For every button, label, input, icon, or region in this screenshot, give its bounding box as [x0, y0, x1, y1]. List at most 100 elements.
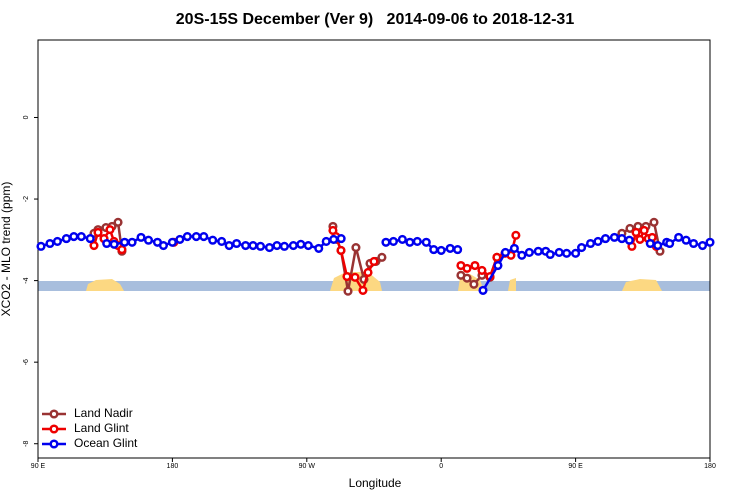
point	[303, 240, 313, 251]
y-tick-label: 0	[23, 115, 30, 119]
point	[143, 235, 154, 245]
point	[117, 245, 127, 255]
y-tick-label: -8	[23, 441, 30, 447]
point	[388, 236, 398, 247]
point	[158, 240, 168, 251]
point	[509, 243, 519, 253]
y-tick-label: -4	[23, 277, 30, 283]
point	[585, 238, 596, 249]
point	[105, 225, 115, 235]
point	[635, 234, 645, 244]
point	[517, 250, 527, 260]
point	[617, 234, 627, 244]
x-tick-label: 180	[704, 463, 716, 470]
legend-label: Ocean Glint	[74, 436, 138, 450]
point	[469, 279, 479, 289]
land-patch	[622, 279, 662, 291]
point	[397, 234, 407, 244]
point	[76, 232, 86, 242]
point	[545, 249, 555, 260]
land-patch	[508, 278, 516, 291]
point	[524, 247, 534, 258]
y-tick-label: -6	[23, 359, 30, 365]
point	[705, 237, 715, 247]
point	[314, 243, 324, 253]
point	[511, 230, 521, 240]
point	[296, 239, 306, 249]
point	[109, 239, 119, 249]
x-tick-label: 90 W	[299, 463, 316, 470]
point	[533, 246, 543, 256]
point	[412, 236, 422, 247]
point	[453, 245, 463, 255]
point	[52, 236, 62, 247]
point	[624, 235, 634, 245]
legend-swatch-marker	[49, 439, 59, 449]
point	[199, 232, 209, 242]
point	[493, 260, 503, 271]
point	[358, 285, 368, 295]
point	[248, 240, 258, 251]
point	[113, 217, 123, 227]
point	[336, 245, 346, 255]
point	[93, 227, 103, 238]
point	[232, 238, 242, 249]
point	[609, 232, 619, 242]
point	[500, 247, 510, 258]
point	[167, 237, 177, 247]
legend-swatch-marker	[49, 409, 59, 419]
legend-swatch-marker	[49, 424, 59, 434]
point	[478, 285, 488, 295]
point	[336, 234, 346, 244]
point	[600, 234, 611, 244]
point	[577, 243, 587, 253]
point	[639, 225, 649, 235]
point	[674, 232, 684, 242]
point	[241, 240, 251, 251]
point	[329, 234, 339, 244]
point	[697, 240, 708, 251]
point	[631, 227, 641, 238]
x-tick-label: 0	[439, 463, 443, 470]
point	[477, 265, 487, 275]
point	[665, 238, 675, 249]
chart-title: 20S-15S December (Ver 9) 2014-09-06 to 2…	[176, 11, 575, 28]
point	[492, 252, 502, 262]
point	[350, 272, 360, 282]
point	[593, 236, 603, 247]
x-axis-label: Longitude	[349, 476, 402, 490]
point	[264, 243, 275, 253]
point	[462, 263, 472, 273]
y-axis-label: XCO2 - MLO trend (ppm)	[0, 182, 13, 317]
land-patch	[86, 279, 124, 291]
point	[351, 243, 361, 253]
point	[342, 271, 352, 282]
legend-label: Land Glint	[74, 421, 129, 435]
x-tick-label: 90 E	[31, 463, 46, 470]
x-tick-label: 180	[167, 463, 179, 470]
x-tick-label: 90 E	[568, 463, 583, 470]
point	[436, 245, 446, 255]
point	[377, 252, 387, 262]
legend-label: Land Nadir	[74, 406, 133, 420]
point	[69, 232, 79, 242]
point	[405, 237, 415, 247]
point	[562, 248, 572, 258]
point	[45, 238, 55, 249]
point	[462, 273, 472, 283]
point	[175, 234, 185, 244]
point	[470, 260, 480, 271]
point	[369, 256, 379, 266]
point	[625, 223, 635, 233]
point	[445, 243, 455, 253]
point	[421, 237, 431, 247]
point	[649, 217, 659, 227]
point	[321, 236, 331, 247]
point	[182, 232, 192, 242]
point	[89, 240, 99, 251]
point	[61, 234, 71, 244]
point	[102, 238, 112, 249]
point	[381, 237, 391, 247]
